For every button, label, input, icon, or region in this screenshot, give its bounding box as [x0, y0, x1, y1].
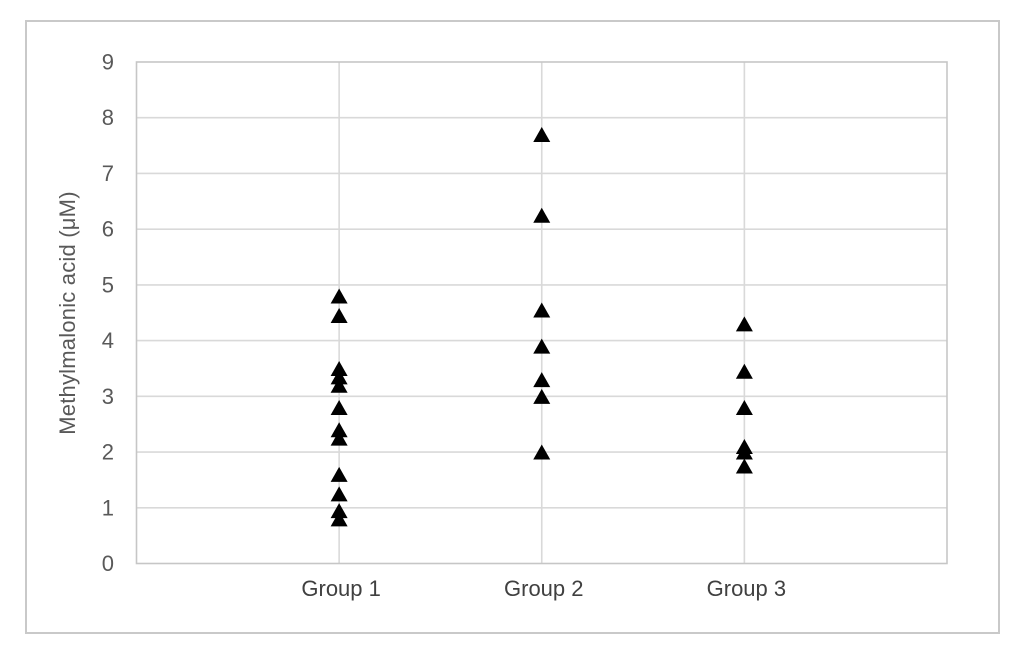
data-point-marker: [735, 444, 753, 460]
data-point-marker: [533, 126, 551, 142]
chart-figure: [25, 20, 1000, 634]
data-point-marker: [735, 399, 753, 415]
data-point-marker: [533, 338, 551, 354]
data-point-marker: [330, 399, 348, 415]
y-tick-label: 6: [102, 217, 114, 242]
data-point-marker: [735, 458, 753, 474]
y-tick-label: 3: [102, 384, 114, 409]
data-point-marker: [330, 511, 348, 527]
data-point-marker: [330, 430, 348, 446]
data-point-marker: [533, 388, 551, 404]
data-point-marker: [330, 422, 348, 438]
data-point-marker: [330, 360, 348, 376]
y-tick-label: 5: [102, 272, 114, 297]
x-axis-label: Group 3: [707, 576, 787, 601]
data-point-marker: [330, 308, 348, 324]
data-point-marker: [533, 372, 551, 388]
y-tick-label: 9: [102, 50, 114, 75]
data-point-marker: [533, 444, 551, 460]
data-point-marker: [735, 316, 753, 332]
data-point-marker: [330, 288, 348, 304]
y-tick-label: 8: [102, 105, 114, 130]
data-point-marker: [533, 207, 551, 223]
y-tick-label: 1: [102, 495, 114, 520]
data-point-marker: [330, 503, 348, 519]
y-tick-label: 4: [102, 328, 114, 353]
data-point-marker: [735, 363, 753, 379]
y-tick-label: 0: [102, 551, 114, 576]
data-point-marker: [330, 369, 348, 385]
data-point-marker: [330, 466, 348, 482]
data-point-marker: [330, 377, 348, 393]
plot-area-border: [135, 61, 948, 565]
data-point-marker: [330, 486, 348, 502]
x-axis-label: Group 2: [504, 576, 584, 601]
y-tick-label: 2: [102, 440, 114, 465]
data-point-marker: [533, 302, 551, 318]
y-tick-label: 7: [102, 161, 114, 186]
x-axis-label: Group 1: [301, 576, 381, 601]
